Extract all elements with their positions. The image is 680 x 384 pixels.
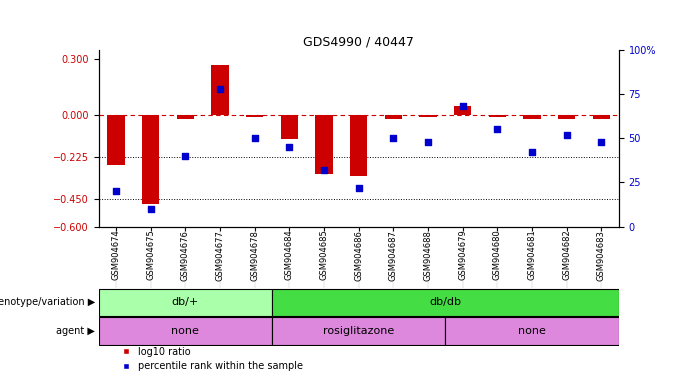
Text: db/db: db/db	[429, 297, 462, 308]
Bar	[107, 115, 124, 165]
Text: GSM904687: GSM904687	[389, 230, 398, 280]
Title: GDS4990 / 40447: GDS4990 / 40447	[303, 36, 414, 49]
Text: genotype/variation ▶: genotype/variation ▶	[0, 297, 95, 308]
Bar	[177, 115, 194, 119]
Bar	[272, 289, 619, 316]
Text: GSM904680: GSM904680	[493, 230, 502, 280]
Bar	[350, 115, 367, 176]
Text: GSM904684: GSM904684	[285, 230, 294, 280]
Text: GSM904686: GSM904686	[354, 230, 363, 280]
Bar	[454, 106, 471, 115]
Bar	[211, 65, 228, 115]
Point	[284, 144, 295, 150]
Point	[388, 135, 398, 141]
Point	[110, 188, 121, 194]
Bar	[99, 317, 272, 345]
Point	[561, 132, 572, 138]
Point	[249, 135, 260, 141]
Point	[146, 206, 156, 212]
Bar	[593, 115, 610, 119]
Text: GSM904676: GSM904676	[181, 230, 190, 280]
Text: none: none	[518, 326, 546, 336]
Text: GSM904681: GSM904681	[528, 230, 537, 280]
Bar	[246, 115, 263, 117]
Bar	[385, 115, 402, 119]
Bar	[558, 115, 575, 119]
Point	[318, 167, 329, 173]
Text: agent ▶: agent ▶	[56, 326, 95, 336]
Point	[354, 185, 364, 191]
Point	[457, 103, 468, 109]
Text: GSM904685: GSM904685	[320, 230, 328, 280]
Point	[180, 153, 190, 159]
Text: db/+: db/+	[171, 297, 199, 308]
Text: rosiglitazone: rosiglitazone	[323, 326, 394, 336]
Text: GSM904674: GSM904674	[112, 230, 120, 280]
Text: GSM904688: GSM904688	[424, 230, 432, 280]
Bar	[524, 115, 541, 119]
Bar	[99, 289, 272, 316]
Point	[596, 139, 607, 145]
Text: GSM904678: GSM904678	[250, 230, 259, 280]
Text: GSM904682: GSM904682	[562, 230, 571, 280]
Bar	[142, 115, 159, 204]
Point	[526, 149, 537, 156]
Legend: log10 ratio, percentile rank within the sample: log10 ratio, percentile rank within the …	[117, 343, 307, 375]
Text: GSM904677: GSM904677	[216, 230, 224, 280]
Bar	[272, 317, 445, 345]
Point	[492, 126, 503, 132]
Bar	[316, 115, 333, 174]
Bar	[420, 115, 437, 117]
Bar	[489, 115, 506, 117]
Bar	[281, 115, 298, 139]
Text: GSM904679: GSM904679	[458, 230, 467, 280]
Point	[422, 139, 434, 145]
Text: GSM904683: GSM904683	[597, 230, 606, 280]
Bar	[445, 317, 619, 345]
Text: none: none	[171, 326, 199, 336]
Point	[214, 86, 225, 92]
Text: GSM904675: GSM904675	[146, 230, 155, 280]
